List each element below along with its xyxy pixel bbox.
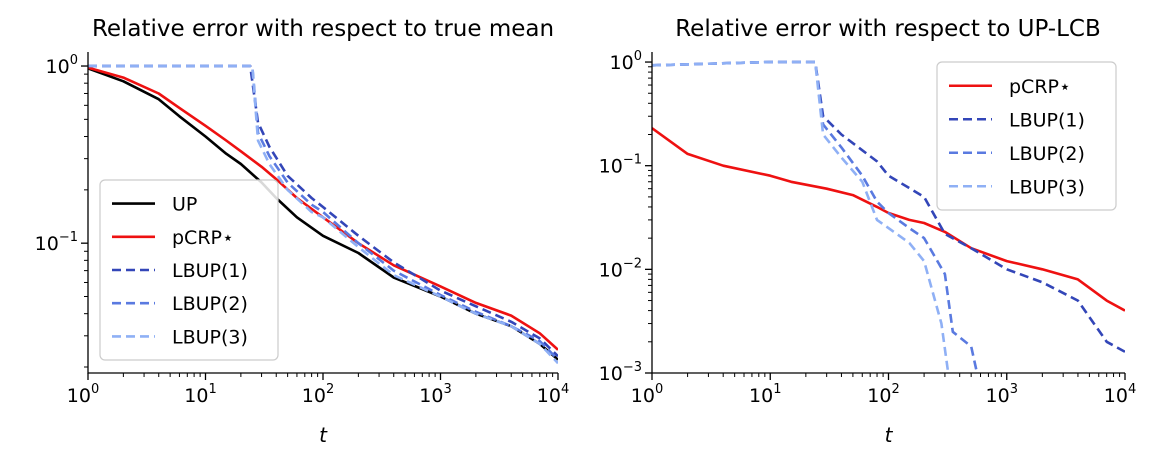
chart-panel-2: Relative error with respect to UP-LCB 100… <box>599 16 1137 447</box>
series-line-4 <box>652 60 950 373</box>
chart-panel-1: Relative error with respect to true mean… <box>35 16 570 447</box>
legend-label: LBUP(2) <box>1009 143 1085 165</box>
series-line-1 <box>88 67 558 361</box>
legend-label: LBUP(2) <box>172 293 248 315</box>
x-tick-label: 100 <box>631 382 663 407</box>
legend-label: pCRP⋆ <box>172 227 234 249</box>
x-tick-label: 101 <box>749 382 781 407</box>
x-tick-label: 103 <box>986 382 1018 407</box>
series-lines <box>652 60 1125 373</box>
series-line-5 <box>88 64 558 365</box>
x-tick-label: 102 <box>302 382 334 407</box>
legend-box <box>99 179 279 361</box>
axis-spines <box>87 52 558 374</box>
x-tick-label: 104 <box>537 382 569 407</box>
minor-ticks <box>84 73 554 377</box>
chart-title: Relative error with respect to true mean <box>92 16 554 42</box>
series-line-1 <box>652 127 1125 312</box>
legend-label: pCRP⋆ <box>1009 76 1071 98</box>
y-tick-label: 10−3 <box>599 360 642 385</box>
series-line-3 <box>88 64 558 358</box>
series-line-2 <box>652 60 1125 353</box>
axis-spines <box>651 52 1125 374</box>
legend-box <box>936 61 1117 211</box>
y-tick-label: 10−2 <box>599 256 642 281</box>
legend: pCRP⋆ LBUP(1) LBUP(2) LBUP(3) <box>936 61 1117 211</box>
y-tick-label: 10−1 <box>35 230 78 255</box>
legend-label: LBUP(1) <box>172 260 248 282</box>
series-line-3 <box>652 60 979 373</box>
x-tick-label: 102 <box>867 382 899 407</box>
x-tick-label: 101 <box>184 382 216 407</box>
x-axis-label: t <box>885 423 894 447</box>
y-tick-label: 10−1 <box>599 153 642 178</box>
y-tick-label: 100 <box>610 49 642 74</box>
legend-label: LBUP(3) <box>1009 176 1085 198</box>
legend-label: LBUP(1) <box>1009 109 1085 131</box>
legend-label: UP <box>172 194 197 216</box>
series-lines <box>88 64 558 365</box>
x-axis-label: t <box>319 423 328 447</box>
legend-label: LBUP(3) <box>172 326 248 348</box>
x-tick-label: 100 <box>67 382 99 407</box>
x-tick-label: 104 <box>1104 382 1136 407</box>
legend: UP pCRP⋆ LBUP(1) LBUP(2) LBUP(3) <box>99 179 279 361</box>
minor-ticks <box>648 66 1121 377</box>
x-tick-label: 103 <box>419 382 451 407</box>
chart-title: Relative error with respect to UP-LCB <box>675 16 1101 42</box>
y-tick-label: 100 <box>46 53 78 78</box>
